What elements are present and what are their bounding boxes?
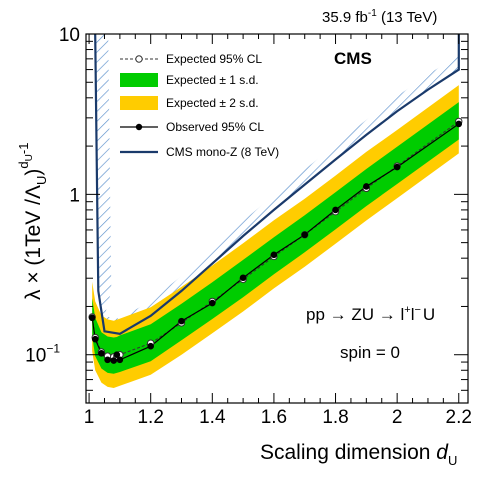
y-axis-title: λ × (1TeV /ΛU)dU-1	[16, 143, 49, 300]
tick-labels: 1 1.2 1.4 1.6 1.8 2 2.2 10−1 1 10	[25, 25, 472, 428]
observed-point	[239, 274, 247, 282]
x-tick-label: 1.6	[261, 407, 287, 428]
plot-area	[88, 34, 463, 388]
y-tick-label: 10	[59, 25, 80, 46]
observed-point	[209, 299, 216, 307]
observed-point	[270, 251, 278, 259]
x-tick-label: 1.8	[322, 407, 348, 428]
observed-point	[91, 335, 99, 343]
legend-monoz-label: CMS mono-Z (8 TeV)	[166, 145, 279, 159]
x-tick-label: 2	[392, 407, 403, 428]
observed-point	[363, 183, 370, 190]
legend-two-sd: Expected ± 2 s.d.	[120, 96, 259, 110]
legend-monoz: CMS mono-Z (8 TeV)	[120, 145, 279, 159]
observed-point	[98, 350, 105, 357]
legend: Expected 95% CL Expected ± 1 s.d. Expect…	[120, 52, 279, 159]
expected-1sd-band	[92, 102, 459, 374]
observed-point	[88, 314, 96, 322]
observed-point	[178, 317, 185, 325]
observed-point	[116, 356, 124, 364]
legend-one-sd: Expected ± 1 s.d.	[120, 73, 259, 87]
observed-point	[332, 206, 339, 214]
spin-annotation: spin = 0	[340, 343, 400, 362]
axis-ticks	[86, 33, 468, 404]
legend-two-sd-label: Expected ± 2 s.d.	[166, 96, 259, 110]
x-tick-label: 1.4	[199, 407, 226, 428]
experiment-label: CMS	[334, 49, 372, 68]
observed-point	[301, 231, 309, 239]
legend-expected: Expected 95% CL	[120, 52, 262, 66]
x-tick-label: 1.2	[137, 407, 163, 428]
x-axis-title: Scaling dimension dU	[260, 441, 457, 468]
legend-expected-label: Expected 95% CL	[166, 52, 262, 66]
legend-observed-label: Observed 95% CL	[166, 120, 264, 134]
y-tick-label: 10−1	[25, 342, 60, 367]
legend-observed: Observed 95% CL	[120, 120, 264, 134]
observed-point	[147, 342, 154, 350]
x-tick-label: 2.2	[446, 407, 472, 428]
observed-point	[113, 351, 121, 359]
x-tick-label: 1	[84, 407, 95, 428]
plot-frame	[85, 33, 469, 404]
observed-markers	[88, 120, 463, 364]
monoz-limit-line	[94, 34, 460, 335]
energy-label: (13 TeV)	[377, 9, 438, 26]
observed-point	[110, 357, 118, 364]
legend-one-sd-label: Expected ± 1 s.d.	[166, 73, 259, 87]
observed-point	[455, 120, 463, 128]
observed-point	[104, 356, 111, 364]
process-annotation: pp → ZU → l+l− U	[306, 304, 435, 324]
y-tick-label: 1	[69, 185, 80, 206]
luminosity-exponent: -1	[368, 8, 377, 19]
luminosity-label: 35.9 fb-1 (13 TeV)	[322, 8, 437, 26]
observed-point	[393, 163, 401, 171]
